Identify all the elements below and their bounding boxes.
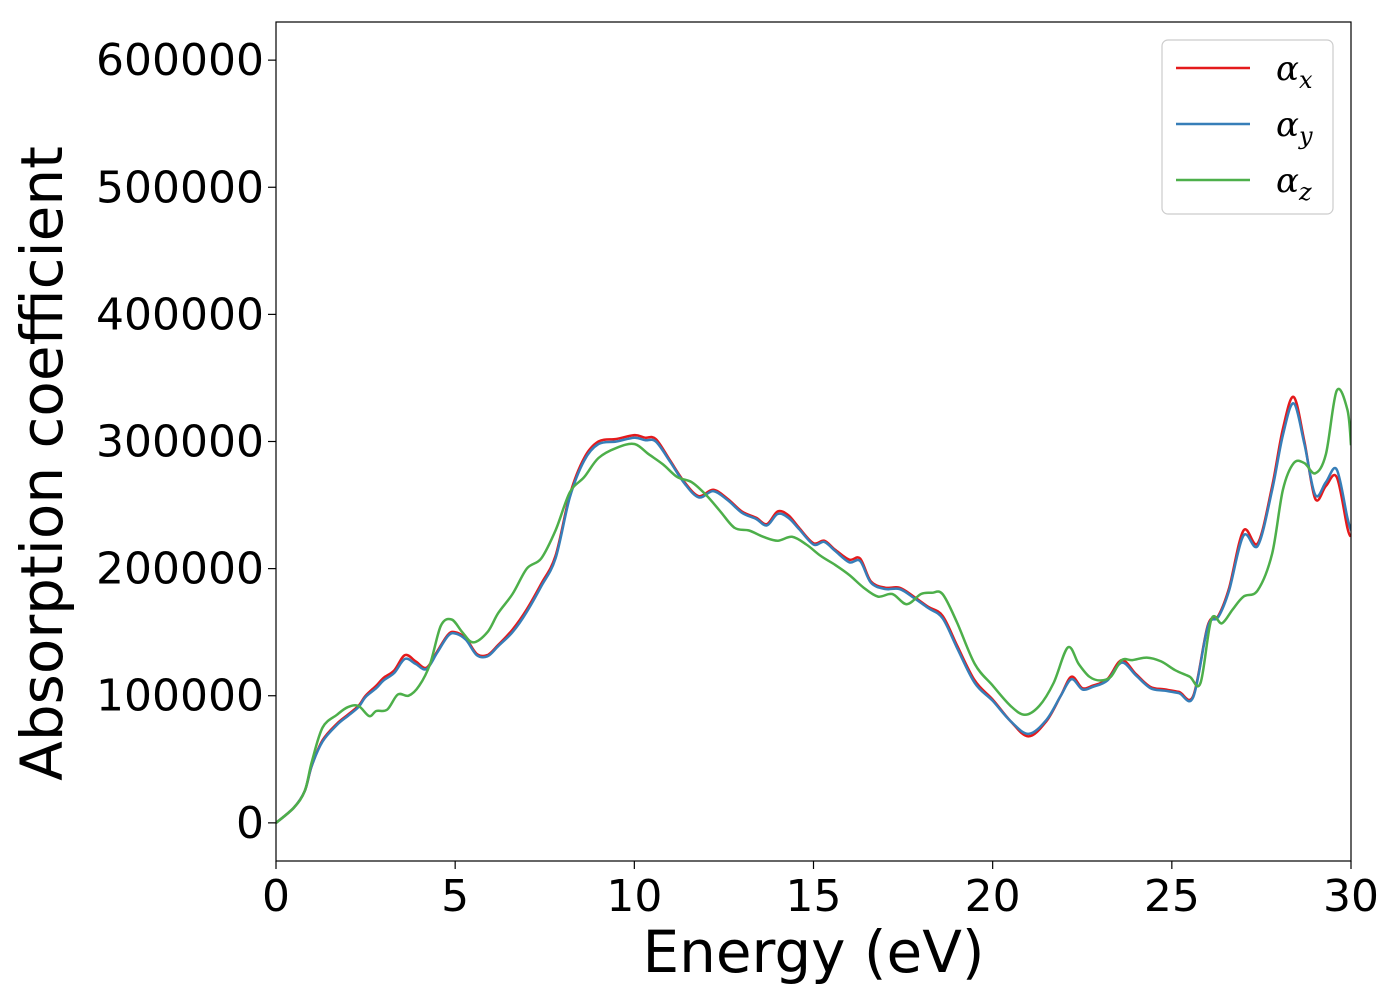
y-tick-label: 400000 [96,289,264,340]
y-tick-label: 0 [236,798,264,849]
legend-symbol: α [1276,49,1299,89]
y-tick-label: 300000 [96,417,264,468]
x-tick-label: 20 [965,871,1021,922]
x-tick-label: 0 [262,871,290,922]
legend-label: αz [1276,161,1312,206]
y-tick-label: 600000 [96,35,264,86]
legend-label: αx [1276,49,1313,94]
legend-subscript: z [1298,178,1312,206]
series-line-z [276,387,1351,824]
x-tick-label: 10 [606,871,662,922]
x-tick-label: 15 [786,871,842,922]
legend-label: αy [1276,105,1313,150]
plot-area [276,387,1351,824]
y-tick-label: 200000 [96,544,264,595]
series-line-x [276,395,1351,824]
x-tick-label: 25 [1144,871,1200,922]
legend-item-x: αx [1176,49,1313,94]
x-tick-label: 30 [1323,871,1379,922]
legend-box [1161,39,1334,215]
x-tick-label: 5 [441,871,469,922]
legend-subscript: y [1298,122,1313,150]
legend-subscript: x [1299,66,1313,94]
x-axis-label: Energy (eV) [642,918,984,986]
y-axis: 0 100000 200000 300000 400000 500000 600000 [96,35,276,849]
y-tick-label: 100000 [96,671,264,722]
legend-symbol: α [1276,105,1299,145]
legend-item-y: αy [1176,105,1313,150]
y-axis-label: Absorption coefficient [8,146,76,781]
y-tick-label: 500000 [96,162,264,213]
legend-item-z: αz [1176,161,1312,206]
series-line-y [276,402,1351,824]
legend-symbol: α [1276,161,1299,201]
x-axis: 0 5 10 15 20 25 30 [262,861,1379,922]
